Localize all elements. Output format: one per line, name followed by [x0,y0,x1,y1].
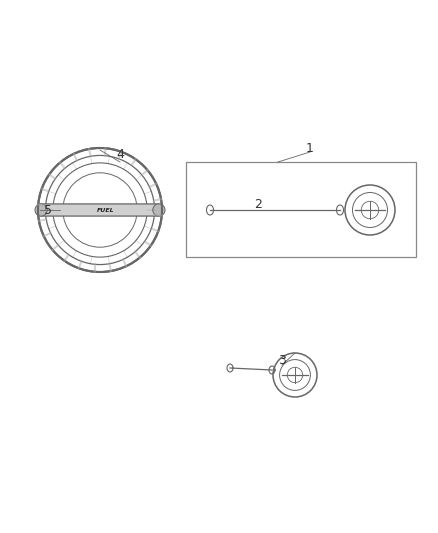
FancyBboxPatch shape [41,204,159,216]
Text: 2: 2 [254,198,262,212]
Text: 4: 4 [116,149,124,161]
Text: 5: 5 [44,204,52,216]
Circle shape [153,204,165,216]
Text: 1: 1 [306,141,314,155]
Circle shape [35,204,47,216]
Bar [186,162,416,257]
Text: 3: 3 [278,353,286,367]
Text: FUEL: FUEL [97,207,115,213]
